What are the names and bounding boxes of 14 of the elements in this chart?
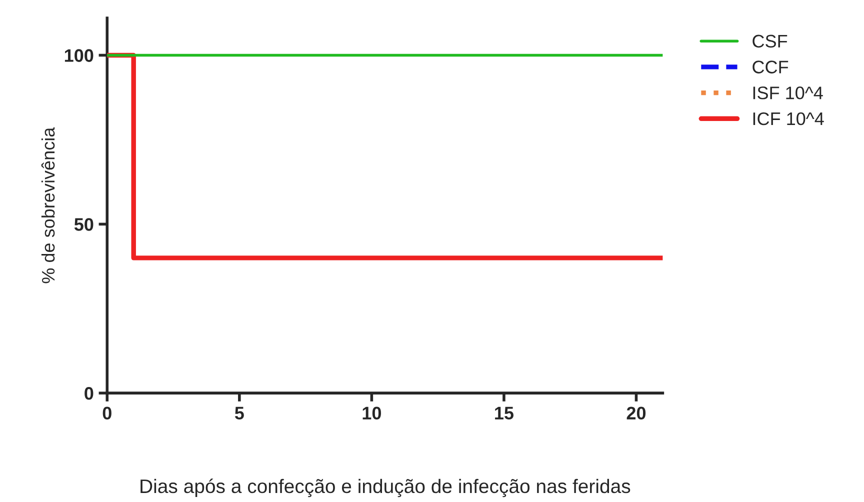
y-tick-label: 0 bbox=[84, 387, 94, 400]
x-tick-label: 20 bbox=[626, 406, 646, 420]
y-axis-title: % de sobrevivência bbox=[41, 127, 55, 284]
legend-label: CCF bbox=[752, 60, 788, 74]
x-tick-label: 5 bbox=[234, 406, 244, 420]
legend-label: CSF bbox=[752, 34, 788, 48]
y-tick-label: 50 bbox=[74, 218, 94, 231]
x-tick-label: 0 bbox=[102, 406, 112, 420]
x-tick-label: 15 bbox=[495, 406, 514, 420]
x-axis-title: Dias após a confecção e indução de infecção nas feridas bbox=[140, 478, 630, 498]
legend-label: ICF 10^4 bbox=[753, 112, 824, 126]
legend-label: ISF 10^4 bbox=[753, 86, 823, 100]
y-tick-label: 100 bbox=[64, 49, 94, 62]
x-tick-label: 10 bbox=[362, 406, 381, 420]
